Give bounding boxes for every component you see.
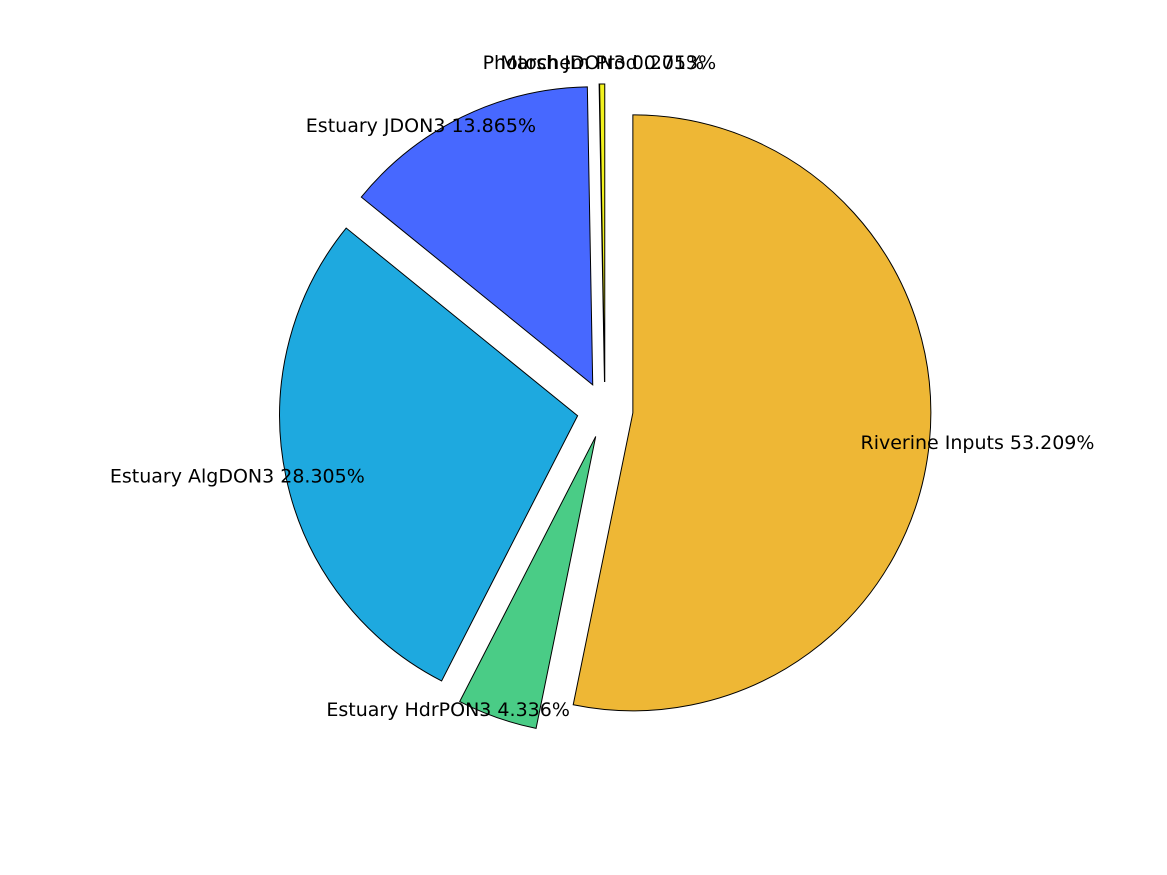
label-estuary-hdrpon3: Estuary HdrPON3 4.336% xyxy=(326,699,570,721)
slice-estuary-algdon3 xyxy=(279,227,579,682)
slice-marsh-jdon3 xyxy=(599,83,606,383)
label-riverine-inputs: Riverine Inputs 53.209% xyxy=(861,432,1095,454)
slice-estuary-hdrpon3 xyxy=(459,436,597,729)
slice-estuary-jdon3 xyxy=(360,86,594,386)
label-marsh-jdon3: Marsh JDON3 0.275% xyxy=(500,52,704,74)
label-estuary-jdon3: Estuary JDON3 13.865% xyxy=(306,115,536,137)
label-photochem-prod: Photochem Prod 0.013% xyxy=(483,52,717,74)
slice-riverine-inputs xyxy=(572,114,932,712)
pie-labels: Riverine Inputs 53.209% Estuary HdrPON3 4… xyxy=(110,52,1095,721)
pie-slices xyxy=(279,83,932,729)
label-estuary-algdon3: Estuary AlgDON3 28.305% xyxy=(110,465,365,487)
